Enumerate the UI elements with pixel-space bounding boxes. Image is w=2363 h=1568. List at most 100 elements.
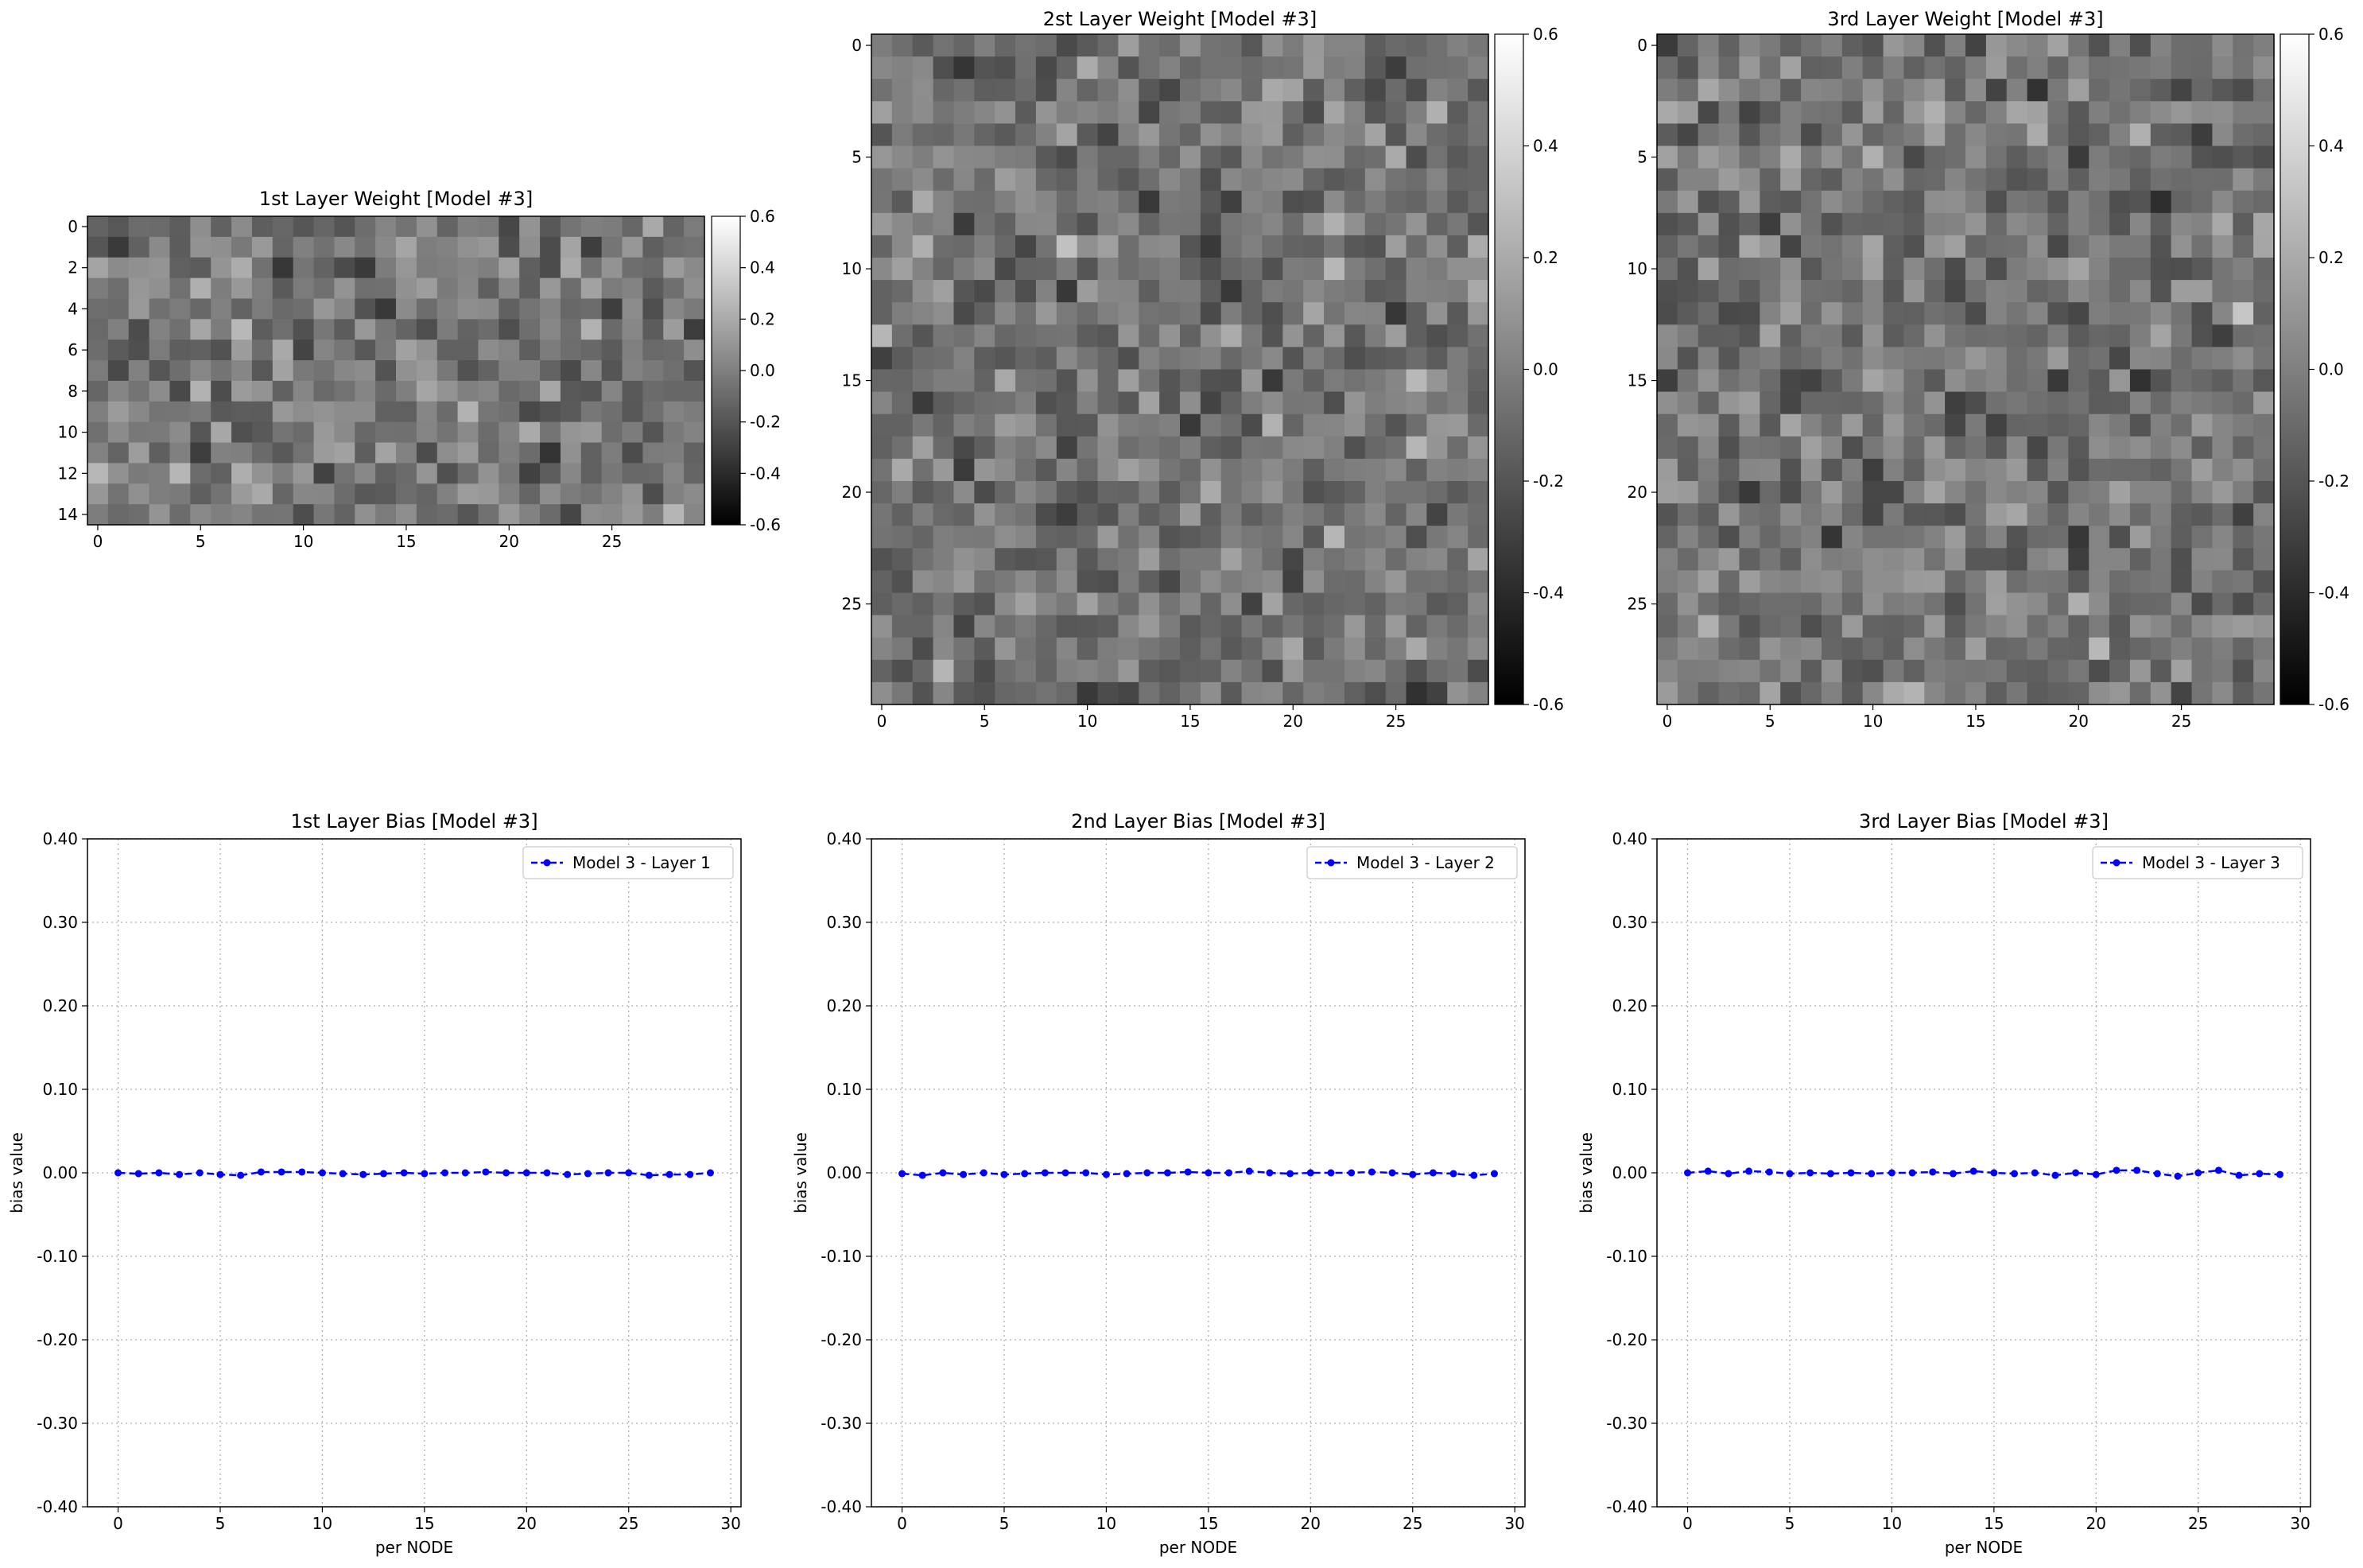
heatmap-cell [1200, 503, 1222, 526]
heatmap-cell [1447, 324, 1469, 347]
x-tick-label: 25 [1403, 1514, 1422, 1533]
heatmap-cell [974, 526, 995, 549]
heatmap-cell [891, 369, 914, 393]
heatmap-cell [974, 637, 995, 661]
colorbar-tick-label: 0.6 [750, 207, 775, 226]
heatmap-cell [1965, 79, 1987, 102]
heatmap-cell [1985, 56, 2008, 80]
heatmap-cell [871, 280, 893, 303]
heatmap-cell [87, 360, 109, 382]
heatmap-cell [1718, 258, 1740, 281]
heatmap-cell [1739, 481, 1760, 504]
heatmap-cell [169, 360, 191, 382]
heatmap-cell [87, 380, 109, 402]
heatmap-cell [1241, 659, 1263, 683]
heatmap-cell [499, 463, 520, 484]
heatmap-cell [1220, 168, 1243, 192]
heatmap-cell [684, 278, 705, 300]
heatmap-cell [2089, 503, 2110, 526]
heatmap-cell [1385, 212, 1407, 236]
heatmap-cell [1180, 235, 1201, 258]
heatmap-cell [1035, 592, 1057, 616]
heatmap-cell [149, 401, 171, 423]
heatmap-cell [1945, 526, 1966, 549]
heatmap-cell [912, 302, 934, 325]
heatmap-cell [1924, 436, 1946, 460]
heatmap-cell [933, 258, 955, 281]
heatmap-cell [2212, 258, 2233, 281]
heatmap-cell [912, 637, 934, 661]
heatmap-cell [2089, 34, 2110, 57]
heatmap-cell [519, 216, 541, 238]
heatmap-cell [684, 360, 705, 382]
heatmap-cell [2150, 615, 2172, 638]
heatmap-cell [622, 442, 643, 464]
heatmap-cell [1282, 235, 1304, 258]
y-tick-label: -0.10 [1606, 1247, 1647, 1266]
heatmap-cell [1035, 168, 1057, 192]
heatmap-cell [601, 360, 623, 382]
heatmap-cell [2068, 503, 2089, 526]
heatmap-panel-1: 1st Layer Weight [Model #3]0 5 10 15 20 25024… [58, 188, 781, 551]
heatmap-cell [1780, 391, 1802, 415]
heatmap-cell [211, 442, 232, 464]
heatmap-cell [933, 123, 955, 147]
heatmap-cell [457, 340, 479, 361]
heatmap-cell [1200, 190, 1222, 214]
heatmap-cell [1945, 235, 1966, 258]
heatmap-cell [1760, 190, 1781, 214]
x-tick-label: 15 [1180, 712, 1200, 731]
heatmap-cell [995, 369, 1016, 393]
heatmap-cell [1657, 190, 1678, 214]
heatmap-cell [1180, 190, 1201, 214]
heatmap-cell [478, 421, 499, 444]
heatmap-cell [1282, 548, 1304, 571]
heatmap-cell [1097, 190, 1119, 214]
heatmap-cell [1385, 235, 1407, 258]
y-tick-label: -0.10 [821, 1247, 862, 1266]
heatmap-cell [1241, 324, 1263, 347]
heatmap-cell [1985, 637, 2008, 661]
heatmap-cell [1241, 280, 1263, 303]
heatmap-cell [974, 123, 995, 147]
heatmap-cell [2089, 659, 2110, 683]
heatmap-cell [1118, 146, 1139, 169]
heatmap-cell [953, 123, 975, 147]
heatmap-cell [1406, 146, 1427, 169]
heatmap-title: 1st Layer Weight [Model #3] [259, 188, 533, 210]
heatmap-cell [231, 483, 253, 505]
heatmap-cell [1385, 637, 1407, 661]
heatmap-cell [1841, 212, 1864, 236]
heatmap-cell [313, 380, 335, 402]
heatmap-cell [355, 442, 376, 464]
heatmap-cell [1035, 190, 1057, 214]
heatmap-cell [519, 340, 541, 361]
heatmap-cell [663, 236, 685, 258]
heatmap-cell [974, 146, 995, 169]
heatmap-cell [1056, 168, 1078, 192]
heatmap-cell [2089, 79, 2110, 102]
heatmap-cell [2212, 413, 2233, 437]
heatmap-cell [272, 216, 294, 238]
heatmap-cell [1220, 146, 1243, 169]
heatmap-cell [1241, 212, 1263, 236]
heatmap-cell [1841, 190, 1864, 214]
heatmap-cell [416, 504, 438, 526]
heatmap-cell [2150, 570, 2172, 594]
heatmap-cell [2150, 235, 2172, 258]
heatmap-cell [974, 190, 995, 214]
heatmap-cell [2150, 123, 2172, 147]
heatmap-cell [1739, 168, 1760, 192]
colorbar [1494, 33, 1524, 705]
colorbar-tick-label: -0.2 [750, 413, 781, 432]
heatmap-cell [2191, 79, 2213, 102]
heatmap-cell [2191, 458, 2213, 482]
heatmap-cell [974, 458, 995, 482]
heatmap-cell [2068, 369, 2089, 393]
heatmap-cell [871, 570, 893, 594]
heatmap-cell [1364, 615, 1387, 638]
heatmap-cell [1924, 146, 1946, 169]
heatmap-cell [1657, 592, 1678, 616]
heatmap-cell [1739, 592, 1760, 616]
heatmap-cell [1924, 79, 1946, 102]
